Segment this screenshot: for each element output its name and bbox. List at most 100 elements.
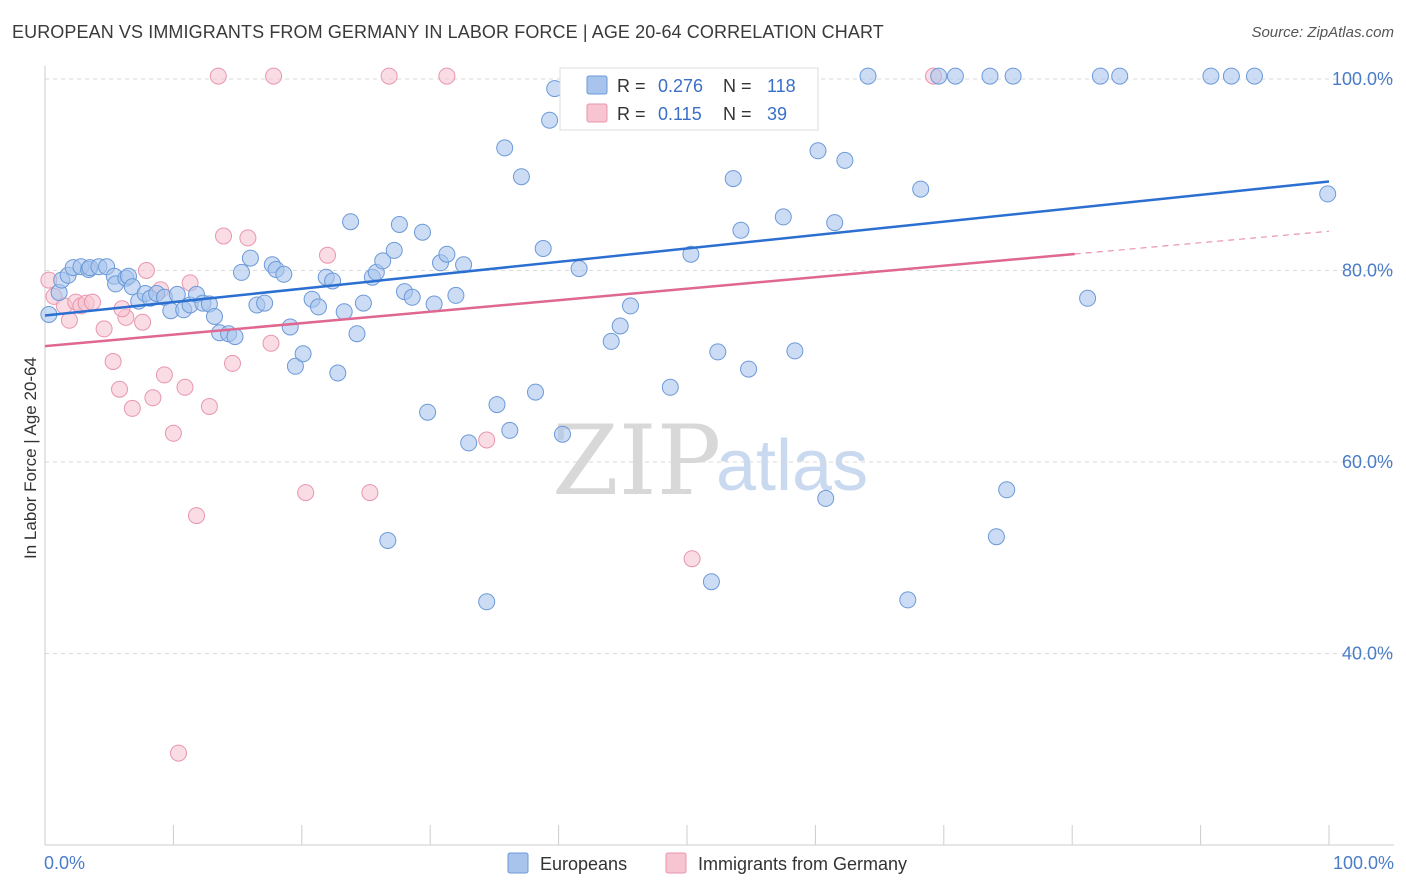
- europeans-point: [419, 403, 437, 421]
- europeans-point: [1111, 67, 1129, 85]
- europeans-point: [899, 591, 917, 609]
- grid: [45, 78, 1394, 654]
- europeans-point: [1079, 289, 1097, 307]
- y-axis-label: In Labor Force | Age 20-64: [21, 357, 40, 559]
- y-tick-labels: 40.0% 60.0% 80.0% 100.0%: [1332, 69, 1393, 664]
- europeans-point: [774, 208, 792, 226]
- europeans-point: [275, 265, 293, 283]
- immigrants-point: [683, 550, 701, 568]
- europeans-point: [912, 180, 930, 198]
- immigrants-point: [144, 389, 162, 407]
- legend-r-label: R =: [617, 76, 646, 96]
- europeans-point: [342, 213, 360, 231]
- europeans-point: [859, 67, 877, 85]
- europeans-point: [403, 288, 421, 306]
- immigrants-point: [224, 354, 241, 372]
- legend-swatch-europeans: [586, 75, 608, 95]
- immigrants-point: [123, 399, 141, 417]
- europeans-point: [329, 364, 347, 382]
- axes: [44, 66, 1394, 846]
- europeans-point: [826, 214, 844, 232]
- europeans-point: [496, 139, 514, 157]
- watermark-atlas: atlas: [716, 426, 868, 506]
- europeans-point: [1222, 67, 1240, 85]
- x-tick-label: 0.0%: [44, 853, 85, 873]
- legend-swatch-immigrants: [586, 103, 608, 123]
- legend-r-label: R =: [617, 104, 646, 124]
- europeans-point: [622, 297, 639, 315]
- immigrants-point: [137, 262, 155, 279]
- europeans-point: [385, 241, 403, 259]
- europeans-point: [478, 593, 496, 611]
- immigrants-point: [188, 507, 205, 525]
- europeans-point: [414, 223, 431, 241]
- immigrants-point: [478, 431, 496, 449]
- immigrants-point: [319, 246, 336, 264]
- series-legend: Europeans Immigrants from Germany: [507, 852, 907, 874]
- immigrants-point: [200, 398, 218, 415]
- europeans-point: [286, 357, 304, 375]
- immigrants-point: [111, 380, 128, 398]
- series-label-immigrants: Immigrants from Germany: [698, 854, 907, 874]
- europeans-point: [702, 573, 720, 591]
- europeans-point: [241, 249, 259, 267]
- immigrants-point: [155, 366, 173, 384]
- immigrants-point: [265, 67, 283, 85]
- europeans-points: [40, 67, 1337, 611]
- europeans-point: [724, 170, 742, 188]
- europeans-point: [554, 425, 571, 443]
- immigrants-point: [95, 320, 113, 338]
- europeans-point: [611, 317, 629, 335]
- europeans-point: [438, 245, 456, 263]
- europeans-point: [226, 328, 244, 346]
- europeans-point: [817, 489, 835, 507]
- europeans-point: [709, 343, 727, 361]
- europeans-point: [1091, 67, 1109, 85]
- europeans-point: [930, 67, 948, 85]
- europeans-point: [374, 252, 392, 270]
- europeans-point: [501, 421, 519, 439]
- immigrants-point: [176, 378, 194, 396]
- europeans-point: [335, 303, 353, 321]
- europeans-point: [527, 383, 544, 401]
- europeans-point: [488, 396, 506, 414]
- immigrants-point: [438, 67, 456, 85]
- immigrants-point: [262, 334, 280, 352]
- immigrants-trend-extension: [1074, 230, 1330, 255]
- europeans-point: [998, 481, 1016, 499]
- legend-immigrants-n: 39: [767, 104, 787, 124]
- europeans-point: [946, 67, 964, 85]
- y-tick-label: 60.0%: [1342, 452, 1393, 472]
- trend-lines: [44, 180, 1330, 348]
- europeans-point: [281, 318, 299, 336]
- europeans-point: [460, 434, 478, 452]
- europeans-point: [1319, 185, 1337, 203]
- europeans-point: [310, 298, 327, 316]
- europeans-point: [354, 294, 372, 312]
- immigrants-point: [170, 744, 187, 762]
- europeans-point: [836, 151, 854, 169]
- immigrants-point: [134, 313, 152, 331]
- europeans-point: [294, 345, 312, 363]
- europeans-point: [348, 325, 366, 343]
- immigrants-point: [297, 484, 315, 502]
- europeans-point: [1004, 67, 1022, 85]
- immigrants-point: [164, 424, 182, 442]
- chart-title: EUROPEAN VS IMMIGRANTS FROM GERMANY IN L…: [12, 22, 884, 42]
- europeans-point: [809, 142, 827, 160]
- europeans-point: [233, 263, 250, 281]
- europeans-point: [1246, 67, 1263, 85]
- immigrants-trend-line: [44, 252, 1075, 348]
- series-swatch-immigrants: [665, 852, 687, 874]
- series-swatch-europeans: [507, 852, 529, 874]
- europeans-point: [541, 111, 559, 129]
- legend-immigrants-r: 0.115: [658, 104, 702, 124]
- immigrants-point: [215, 227, 232, 245]
- watermark-zip: ZIP: [552, 405, 721, 517]
- immigrants-point: [209, 67, 227, 85]
- immigrants-point: [380, 67, 398, 85]
- immigrants-point: [239, 229, 257, 247]
- europeans-point: [256, 294, 274, 312]
- y-tick-label: 100.0%: [1332, 69, 1393, 89]
